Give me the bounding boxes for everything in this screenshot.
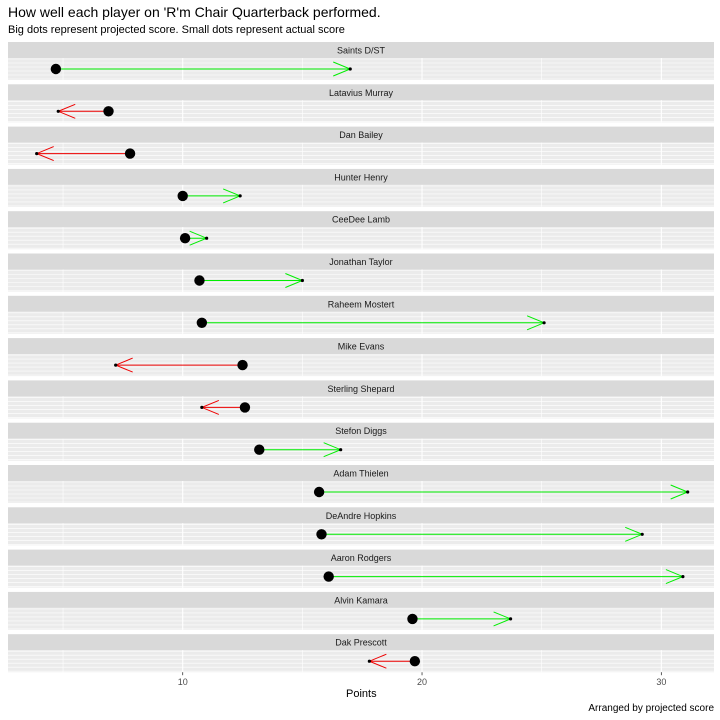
panel-background xyxy=(8,58,714,80)
facet-label: Dan Bailey xyxy=(339,130,383,140)
actual-dot-aaron-rodgers xyxy=(681,575,685,579)
chart-subtitle: Big dots represent projected score. Smal… xyxy=(8,24,345,36)
projected-dot-saints-d-st xyxy=(50,63,62,75)
facet-strip xyxy=(8,126,714,143)
projected-dot-jonathan-taylor xyxy=(194,275,205,286)
actual-dot-dan-bailey xyxy=(35,152,39,156)
x-axis-label: Points xyxy=(346,688,377,700)
actual-dot-jonathan-taylor xyxy=(300,278,304,283)
facet-label: CeeDee Lamb xyxy=(332,215,390,225)
facet-label: Hunter Henry xyxy=(334,172,388,182)
facet-strip xyxy=(8,549,714,566)
panel-background xyxy=(8,184,714,207)
x-tick-label: 30 xyxy=(656,677,666,687)
actual-dot-mike-evans xyxy=(114,363,118,367)
panel-background xyxy=(8,650,714,673)
facet-label: Alvin Kamara xyxy=(334,595,388,605)
projected-dot-adam-thielen xyxy=(313,486,325,498)
actual-dot-hunter-henry xyxy=(238,194,242,198)
actual-dot-alvin-kamara xyxy=(508,617,513,621)
actual-dot-latavius-murray xyxy=(56,109,60,113)
facet-strip xyxy=(8,634,714,651)
facet-strip xyxy=(8,380,714,397)
projected-dot-dak-prescott xyxy=(409,656,421,667)
facet-label: Raheem Mostert xyxy=(328,299,395,309)
facet-label: Latavius Murray xyxy=(329,88,394,98)
panel-background xyxy=(8,438,714,461)
panel-background xyxy=(8,269,714,292)
projected-dot-deandre-hopkins xyxy=(316,529,327,540)
panel-background xyxy=(8,607,714,630)
actual-dot-ceedee-lamb xyxy=(205,236,209,240)
actual-dot-raheem-mostert xyxy=(542,321,546,325)
projected-dot-mike-evans xyxy=(237,359,248,371)
facet-strip xyxy=(8,42,714,58)
facet-label: Saints D/ST xyxy=(337,46,386,56)
facet-strip xyxy=(8,422,714,439)
projected-dot-latavius-murray xyxy=(103,106,114,117)
actual-dot-deandre-hopkins xyxy=(640,532,644,536)
facet-strip xyxy=(8,211,714,228)
panel-background xyxy=(8,227,714,250)
actual-dot-adam-thielen xyxy=(686,490,690,494)
facet-label: Dak Prescott xyxy=(335,638,387,648)
panel-background xyxy=(8,396,714,419)
projected-dot-dan-bailey xyxy=(124,148,136,159)
facet-strip xyxy=(8,338,714,355)
projected-dot-hunter-henry xyxy=(177,190,188,202)
actual-dot-sterling-shepard xyxy=(200,405,204,409)
panel-background xyxy=(8,100,714,123)
facet-strip xyxy=(8,465,714,481)
x-tick-label: 10 xyxy=(178,677,188,687)
facet-strip xyxy=(8,295,714,312)
panel-background xyxy=(8,354,714,377)
projected-dot-alvin-kamara xyxy=(407,613,418,625)
projected-dot-aaron-rodgers xyxy=(323,571,334,582)
facet-label: DeAndre Hopkins xyxy=(326,511,397,521)
facet-label: Jonathan Taylor xyxy=(329,257,392,267)
facet-strip xyxy=(8,84,714,101)
facet-strip xyxy=(8,253,714,270)
chart-title: How well each player on 'R'm Chair Quart… xyxy=(8,4,381,20)
facet-label: Stefon Diggs xyxy=(335,426,387,436)
actual-dot-dak-prescott xyxy=(367,659,371,663)
facet-strip xyxy=(8,168,714,185)
projected-dot-sterling-shepard xyxy=(239,402,251,413)
actual-dot-stefon-diggs xyxy=(339,448,343,452)
x-tick-label: 20 xyxy=(417,677,427,687)
projected-dot-ceedee-lamb xyxy=(179,233,191,244)
chart-caption: Arranged by projected score xyxy=(588,703,714,714)
projected-dot-stefon-diggs xyxy=(254,444,265,455)
actual-dot-saints-d-st xyxy=(348,67,352,71)
facet-label: Mike Evans xyxy=(338,342,385,352)
facet-strip xyxy=(8,507,714,524)
facet-label: Adam Thielen xyxy=(333,469,388,479)
facet-label: Sterling Shepard xyxy=(327,384,394,394)
facet-strip xyxy=(8,591,714,608)
panel-background xyxy=(8,142,714,165)
facet-label: Aaron Rodgers xyxy=(331,553,392,563)
projected-dot-raheem-mostert xyxy=(196,317,208,328)
